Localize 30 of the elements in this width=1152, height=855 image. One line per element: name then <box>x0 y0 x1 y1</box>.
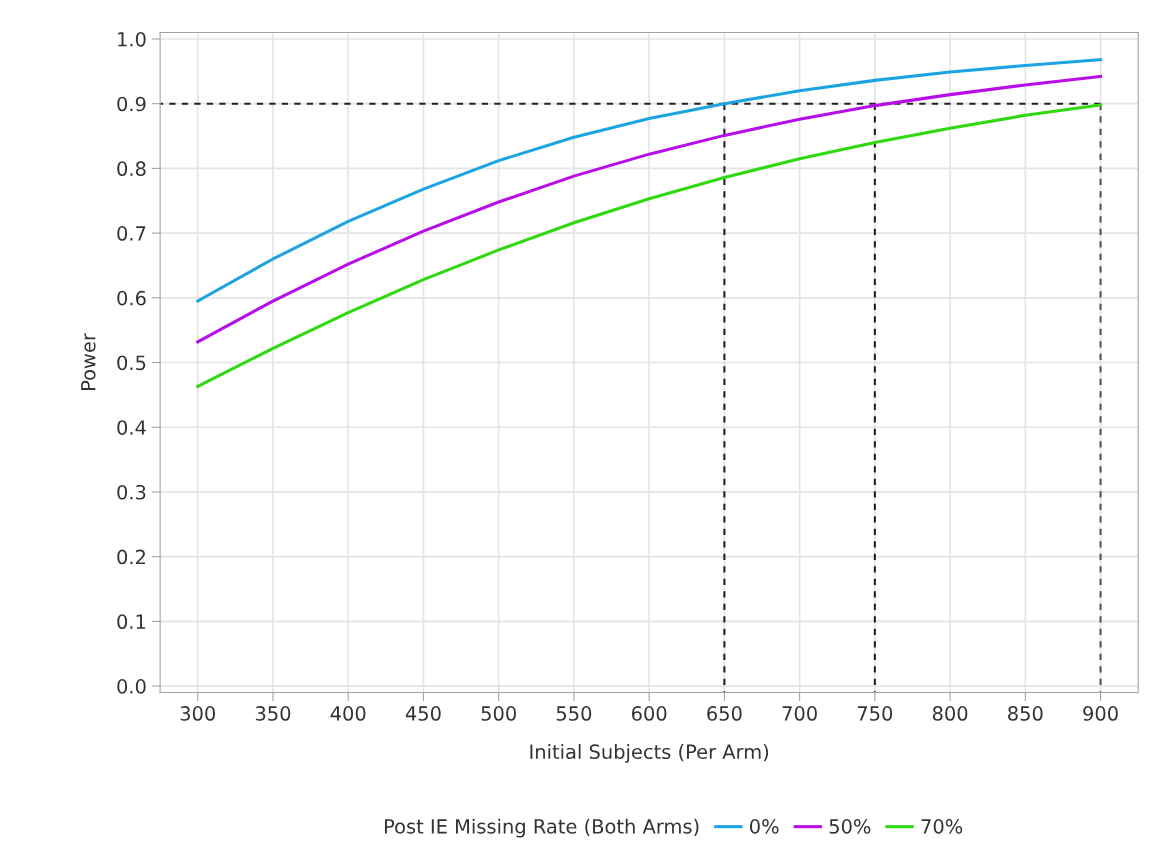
y-tick-label: 0.0 <box>117 679 146 694</box>
y-tick-label: 0.9 <box>117 96 146 112</box>
legend-label: 50% <box>829 819 871 834</box>
x-tick-label: 850 <box>1008 706 1043 721</box>
y-tick-label: 0.6 <box>117 290 146 306</box>
y-axis-title: Power <box>81 333 96 390</box>
y-tick-label: 0.1 <box>117 614 146 630</box>
y-tick-label: 0.8 <box>117 161 146 177</box>
x-tick-label: 750 <box>857 706 893 721</box>
y-tick-label: 0.7 <box>117 226 146 241</box>
x-tick-label: 400 <box>330 706 366 721</box>
y-tick-label: 0.3 <box>117 484 146 500</box>
y-tick-label: 0.4 <box>117 420 146 435</box>
y-tick-label: 1.0 <box>118 31 146 47</box>
y-tick-label: 0.5 <box>117 355 146 371</box>
x-tick-label: 900 <box>1083 706 1118 721</box>
y-tick-label: 0.2 <box>117 549 145 565</box>
x-tick-label: 450 <box>405 706 441 721</box>
x-tick-label: 300 <box>180 706 216 721</box>
x-tick-label: 600 <box>631 706 667 721</box>
legend-label: 70% <box>921 819 963 834</box>
x-tick-label: 550 <box>556 706 592 721</box>
x-tick-label: 650 <box>707 706 742 721</box>
legend-label: 0% <box>750 819 779 834</box>
x-tick-label: 500 <box>481 706 516 721</box>
x-axis-title: Initial Subjects (Per Arm) <box>530 744 769 763</box>
x-tick-label: 350 <box>255 706 291 721</box>
x-tick-label: 800 <box>932 706 968 721</box>
legend-title: Post IE Missing Rate (Both Arms) <box>384 818 699 838</box>
x-tick-label: 700 <box>782 706 817 721</box>
